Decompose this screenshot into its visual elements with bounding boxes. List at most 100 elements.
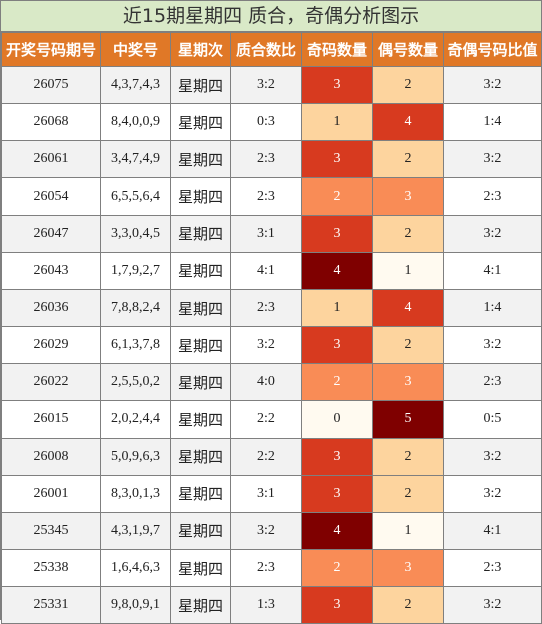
cell-odd-even-ratio: 2:3 bbox=[443, 363, 542, 402]
cell-issue: 26061 bbox=[1, 140, 101, 179]
cell-numbers: 6,1,3,7,8 bbox=[100, 326, 171, 365]
cell-prime-ratio: 3:2 bbox=[230, 326, 302, 365]
cell-odd-even-ratio: 2:3 bbox=[443, 549, 542, 588]
table-row: 26022 2,5,5,0,2 星期四 4:0 2 3 2:3 bbox=[1, 363, 542, 402]
cell-numbers: 9,8,0,9,1 bbox=[100, 586, 171, 624]
cell-issue: 26036 bbox=[1, 288, 101, 328]
analysis-table: 开奖号码期号 中奖号 星期次 质合数比 奇码数量 偶号数量 奇偶号码比值 260… bbox=[1, 32, 542, 624]
cell-numbers: 2,0,2,4,4 bbox=[100, 400, 171, 439]
cell-odd-count: 2 bbox=[301, 177, 373, 216]
cell-even-count: 4 bbox=[372, 288, 444, 328]
cell-issue: 26022 bbox=[1, 363, 101, 402]
cell-prime-ratio: 0:3 bbox=[230, 103, 302, 142]
cell-numbers: 1,6,4,6,3 bbox=[100, 549, 171, 588]
cell-even-count: 3 bbox=[372, 549, 444, 588]
cell-numbers: 8,3,0,1,3 bbox=[100, 474, 171, 513]
cell-weekday: 星期四 bbox=[170, 400, 231, 439]
cell-odd-count: 3 bbox=[301, 474, 373, 513]
cell-weekday: 星期四 bbox=[170, 103, 231, 142]
cell-weekday: 星期四 bbox=[170, 177, 231, 216]
cell-issue: 26043 bbox=[1, 251, 101, 290]
table-row: 26075 4,3,7,4,3 星期四 3:2 3 2 3:2 bbox=[1, 65, 542, 105]
table-row: 26029 6,1,3,7,8 星期四 3:2 3 2 3:2 bbox=[1, 326, 542, 365]
cell-prime-ratio: 2:2 bbox=[230, 400, 302, 439]
cell-odd-even-ratio: 3:2 bbox=[443, 214, 542, 253]
cell-even-count: 2 bbox=[372, 214, 444, 253]
cell-odd-even-ratio: 2:3 bbox=[443, 177, 542, 216]
cell-odd-count: 1 bbox=[301, 103, 373, 142]
cell-even-count: 3 bbox=[372, 177, 444, 216]
table-row: 25331 9,8,0,9,1 星期四 1:3 3 2 3:2 bbox=[1, 586, 542, 624]
cell-even-count: 2 bbox=[372, 326, 444, 365]
cell-odd-even-ratio: 3:2 bbox=[443, 586, 542, 624]
cell-issue: 26075 bbox=[1, 65, 101, 105]
col-header-weekday: 星期次 bbox=[170, 32, 231, 67]
cell-numbers: 1,7,9,2,7 bbox=[100, 251, 171, 290]
cell-even-count: 3 bbox=[372, 363, 444, 402]
cell-odd-even-ratio: 3:2 bbox=[443, 326, 542, 365]
cell-prime-ratio: 4:0 bbox=[230, 363, 302, 402]
cell-weekday: 星期四 bbox=[170, 288, 231, 328]
cell-odd-even-ratio: 3:2 bbox=[443, 65, 542, 105]
cell-issue: 25331 bbox=[1, 586, 101, 624]
table-row: 26068 8,4,0,0,9 星期四 0:3 1 4 1:4 bbox=[1, 103, 542, 142]
cell-odd-even-ratio: 1:4 bbox=[443, 288, 542, 328]
cell-even-count: 2 bbox=[372, 437, 444, 476]
cell-issue: 26029 bbox=[1, 326, 101, 365]
cell-odd-count: 1 bbox=[301, 288, 373, 328]
cell-even-count: 2 bbox=[372, 474, 444, 513]
cell-numbers: 4,3,7,4,3 bbox=[100, 65, 171, 105]
cell-odd-even-ratio: 4:1 bbox=[443, 251, 542, 290]
cell-issue: 26008 bbox=[1, 437, 101, 476]
cell-numbers: 3,3,0,4,5 bbox=[100, 214, 171, 253]
cell-odd-count: 3 bbox=[301, 214, 373, 253]
cell-weekday: 星期四 bbox=[170, 474, 231, 513]
cell-even-count: 5 bbox=[372, 400, 444, 439]
cell-issue: 26054 bbox=[1, 177, 101, 216]
cell-odd-even-ratio: 0:5 bbox=[443, 400, 542, 439]
cell-prime-ratio: 4:1 bbox=[230, 251, 302, 290]
cell-odd-count: 2 bbox=[301, 363, 373, 402]
table-row: 25338 1,6,4,6,3 星期四 2:3 2 3 2:3 bbox=[1, 549, 542, 588]
col-header-prime-ratio: 质合数比 bbox=[230, 32, 302, 67]
cell-odd-even-ratio: 1:4 bbox=[443, 103, 542, 142]
cell-issue: 26047 bbox=[1, 214, 101, 253]
cell-odd-count: 3 bbox=[301, 65, 373, 105]
table-row: 26001 8,3,0,1,3 星期四 3:1 3 2 3:2 bbox=[1, 474, 542, 513]
cell-issue: 26068 bbox=[1, 103, 101, 142]
cell-weekday: 星期四 bbox=[170, 140, 231, 179]
col-header-odd-even-ratio: 奇偶号码比值 bbox=[443, 32, 542, 67]
cell-odd-count: 3 bbox=[301, 140, 373, 179]
cell-even-count: 2 bbox=[372, 65, 444, 105]
table-header-row: 开奖号码期号 中奖号 星期次 质合数比 奇码数量 偶号数量 奇偶号码比值 bbox=[1, 32, 542, 67]
cell-issue: 26015 bbox=[1, 400, 101, 439]
table-row: 26015 2,0,2,4,4 星期四 2:2 0 5 0:5 bbox=[1, 400, 542, 439]
cell-even-count: 1 bbox=[372, 251, 444, 290]
table-row: 26043 1,7,9,2,7 星期四 4:1 4 1 4:1 bbox=[1, 251, 542, 290]
cell-numbers: 5,0,9,6,3 bbox=[100, 437, 171, 476]
cell-weekday: 星期四 bbox=[170, 251, 231, 290]
cell-even-count: 1 bbox=[372, 511, 444, 551]
col-header-even-count: 偶号数量 bbox=[372, 32, 444, 67]
cell-prime-ratio: 2:3 bbox=[230, 549, 302, 588]
cell-odd-even-ratio: 3:2 bbox=[443, 474, 542, 513]
table-row: 26054 6,5,5,6,4 星期四 2:3 2 3 2:3 bbox=[1, 177, 542, 216]
cell-prime-ratio: 2:3 bbox=[230, 140, 302, 179]
cell-odd-count: 2 bbox=[301, 549, 373, 588]
page-title: 近15期星期四 质合，奇偶分析图示 bbox=[1, 1, 541, 32]
cell-numbers: 8,4,0,0,9 bbox=[100, 103, 171, 142]
cell-issue: 26001 bbox=[1, 474, 101, 513]
cell-weekday: 星期四 bbox=[170, 549, 231, 588]
cell-numbers: 4,3,1,9,7 bbox=[100, 511, 171, 551]
table-row: 26008 5,0,9,6,3 星期四 2:2 3 2 3:2 bbox=[1, 437, 542, 476]
cell-odd-even-ratio: 4:1 bbox=[443, 511, 542, 551]
col-header-odd-count: 奇码数量 bbox=[301, 32, 373, 67]
cell-numbers: 2,5,5,0,2 bbox=[100, 363, 171, 402]
cell-prime-ratio: 2:3 bbox=[230, 177, 302, 216]
cell-weekday: 星期四 bbox=[170, 363, 231, 402]
cell-odd-count: 3 bbox=[301, 326, 373, 365]
table-row: 26047 3,3,0,4,5 星期四 3:1 3 2 3:2 bbox=[1, 214, 542, 253]
cell-odd-count: 4 bbox=[301, 511, 373, 551]
cell-prime-ratio: 2:2 bbox=[230, 437, 302, 476]
